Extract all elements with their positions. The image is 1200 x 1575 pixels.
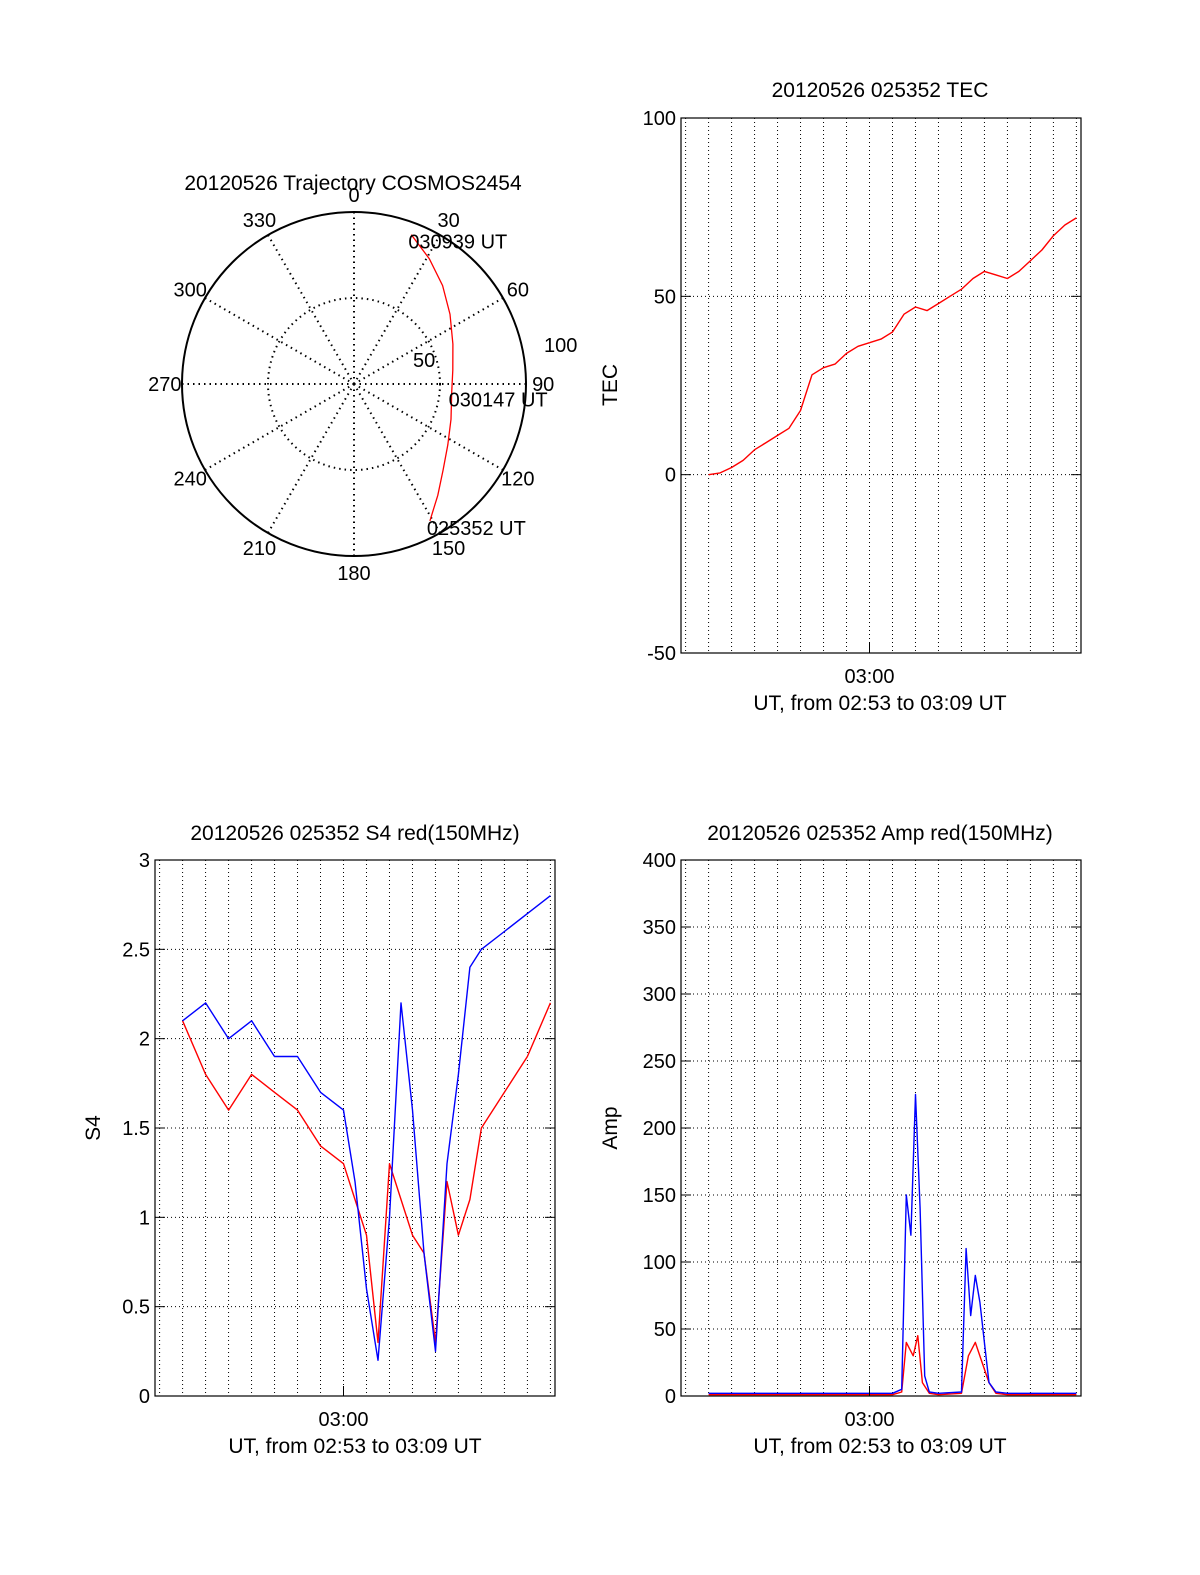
trajectory-time-label: 025352 UT: [427, 518, 526, 540]
trajectory-time-label: 030939 UT: [408, 232, 507, 254]
polar-radial-tick: 50: [413, 350, 435, 372]
s4-ylabel: S4: [82, 1115, 105, 1141]
s4-title: 20120526 025352 S4 red(150MHz): [190, 822, 519, 845]
amp-title: 20120526 025352 Amp red(150MHz): [707, 822, 1053, 845]
s4-series-red: [181, 1002, 552, 1344]
polar-angle-tick: 330: [243, 210, 276, 232]
polar-radial-circle: [267, 297, 441, 471]
tec-ytick-label: 50: [654, 286, 676, 308]
polar-spoke: [267, 234, 355, 385]
polar-angle-tick: 0: [348, 185, 359, 207]
trajectory-title: 20120526 Trajectory COSMOS2454: [184, 172, 522, 195]
amp-ytick-label: 250: [643, 1051, 676, 1073]
s4-ytick-label: 1.5: [122, 1118, 150, 1140]
tec-series-red: [708, 217, 1077, 476]
polar-angle-tick: 120: [501, 469, 534, 491]
polar-spoke: [353, 383, 504, 471]
trajectory-line: [410, 234, 454, 522]
amp-ytick-label: 400: [643, 850, 676, 872]
polar-angle-tick: 270: [148, 374, 181, 396]
tec-panel: 20120526 025352 TEC TEC UT, from 02:53 t…: [599, 79, 1082, 715]
trajectory-annotations: 025352 UT 030147 UT 030939 UT: [408, 232, 547, 540]
tec-xlabel: UT, from 02:53 to 03:09 UT: [753, 692, 1006, 715]
s4-plot-area: 0 0.5 1 1.5 2 2.5 3 03:00: [122, 850, 556, 1431]
s4-ytick-label: 1: [139, 1207, 150, 1229]
s4-ytick-label: 3: [139, 850, 150, 872]
s4-series-blue: [182, 895, 551, 1361]
polar-spoke: [353, 383, 441, 534]
amp-ylabel: Amp: [599, 1106, 622, 1149]
polar-spoke: [267, 383, 355, 534]
tec-axes-frame: [680, 117, 1082, 654]
amp-xlabel: UT, from 02:53 to 03:09 UT: [753, 1435, 1006, 1458]
amp-ytick-label: 150: [643, 1185, 676, 1207]
polar-angle-tick: 300: [173, 279, 206, 301]
s4-panel: 20120526 025352 S4 red(150MHz) S4 UT, fr…: [82, 822, 556, 1458]
polar-angle-tick: 180: [337, 563, 370, 585]
polar-grid: [181, 211, 527, 557]
tec-ytick-label: -50: [647, 643, 676, 665]
polar-angle-tick: 150: [432, 538, 465, 560]
s4-ytick-label: 2.5: [122, 939, 150, 961]
amp-series-blue: [708, 1093, 1077, 1394]
trajectory-panel: 20120526 Trajectory COSMOS2454 50 100 0 30 6…: [148, 172, 577, 585]
tec-ytick-label: 0: [665, 465, 676, 487]
tec-ytick-label: 100: [643, 108, 676, 130]
amp-series-red: [708, 1335, 1077, 1396]
trajectory-time-label: 030147 UT: [449, 390, 548, 412]
amp-ytick-label: 300: [643, 984, 676, 1006]
polar-spoke: [353, 297, 504, 385]
amp-ytick-label: 50: [654, 1319, 676, 1341]
polar-angle-tick: 60: [507, 279, 529, 301]
amp-ytick-label: 0: [665, 1386, 676, 1408]
trajectory-series: [410, 234, 454, 522]
s4-ytick-label: 2: [139, 1029, 150, 1051]
s4-xtick-label: 03:00: [318, 1409, 368, 1431]
polar-spoke: [353, 234, 441, 385]
tec-ylabel: TEC: [599, 364, 622, 406]
polar-angle-tick: 30: [437, 210, 459, 232]
polar-radial-tick: 100: [544, 335, 577, 357]
s4-ytick-label: 0: [139, 1386, 150, 1408]
polar-spoke: [204, 297, 355, 385]
tec-title: 20120526 025352 TEC: [772, 79, 989, 102]
polar-angle-tick: 210: [243, 538, 276, 560]
s4-ytick-label: 0.5: [122, 1297, 150, 1319]
amp-xtick-label: 03:00: [844, 1409, 894, 1431]
polar-angle-tick: 90: [532, 374, 554, 396]
amp-ytick-label: 350: [643, 917, 676, 939]
polar-angle-tick: 240: [173, 469, 206, 491]
amp-plot-area: 0 50 100 150 200 250 300 350 400 03:00: [643, 850, 1082, 1431]
amp-ytick-label: 100: [643, 1252, 676, 1274]
polar-angle-ticks: 50 100 0 30 60 90 120 150 180 210 240 270 300 330: [148, 185, 577, 585]
s4-xlabel: UT, from 02:53 to 03:09 UT: [228, 1435, 481, 1458]
tec-xtick-label: 03:00: [844, 666, 894, 688]
tec-plot-area: -50 0 50 100 03:00: [643, 108, 1082, 688]
amp-ytick-label: 200: [643, 1118, 676, 1140]
amp-panel: 20120526 025352 Amp red(150MHz) Amp UT, …: [599, 822, 1082, 1458]
polar-spoke: [204, 383, 355, 471]
